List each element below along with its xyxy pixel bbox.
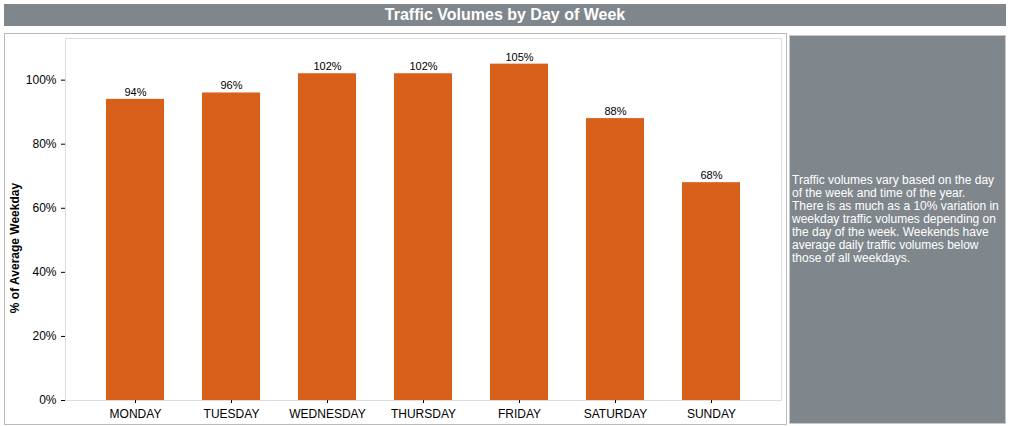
svg-text:TUESDAY: TUESDAY (204, 407, 260, 421)
svg-text:20%: 20% (32, 329, 56, 343)
svg-text:102%: 102% (409, 60, 437, 72)
svg-text:88%: 88% (604, 105, 626, 117)
svg-text:40%: 40% (32, 265, 56, 279)
svg-text:FRIDAY: FRIDAY (498, 407, 541, 421)
svg-text:102%: 102% (313, 60, 341, 72)
svg-text:94%: 94% (124, 86, 146, 98)
svg-text:SUNDAY: SUNDAY (687, 407, 736, 421)
svg-text:MONDAY: MONDAY (110, 407, 162, 421)
svg-text:SATURDAY: SATURDAY (584, 407, 648, 421)
svg-text:THURSDAY: THURSDAY (391, 407, 456, 421)
html-text:Traffic Volumes by Day of Week: Traffic Volumes by Day of Week (384, 6, 626, 23)
svg-text:WEDNESDAY: WEDNESDAY (289, 407, 365, 421)
svg-text:100%: 100% (26, 73, 57, 87)
svg-text:80%: 80% (32, 137, 56, 151)
html-text:% of Average Weekday: % of Average Weekday (8, 182, 22, 314)
svg-text:68%: 68% (700, 169, 722, 181)
svg-text:105%: 105% (505, 51, 533, 63)
svg-text:0%: 0% (39, 393, 57, 407)
svg-text:60%: 60% (32, 201, 56, 215)
html-text:Traffic volumes vary based on: Traffic volumes vary based on the day of… (792, 173, 999, 265)
svg-text:96%: 96% (220, 79, 242, 91)
